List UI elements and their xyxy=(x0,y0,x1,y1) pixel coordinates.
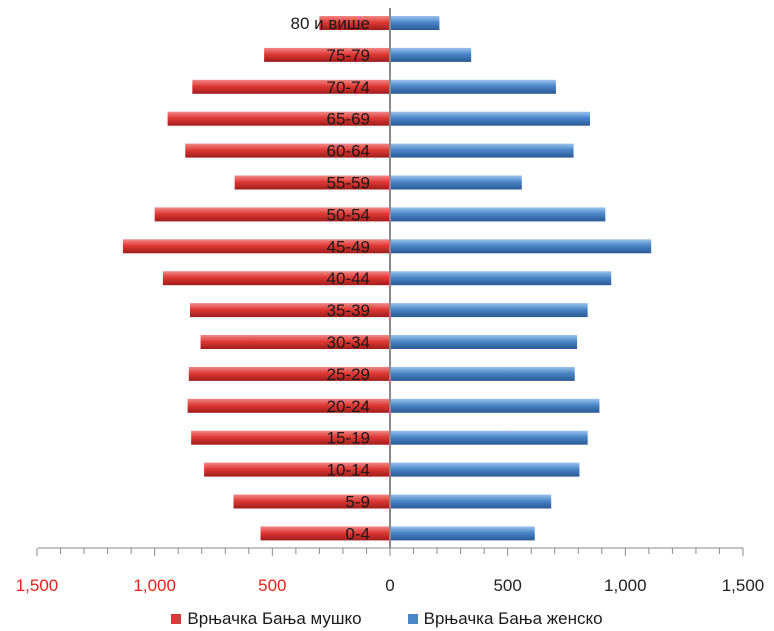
legend-item-female: Врњачка Бања женско xyxy=(407,608,603,629)
category-label: 75-79 xyxy=(327,46,370,65)
bar-female xyxy=(390,271,612,286)
category-label: 25-29 xyxy=(327,365,370,384)
bar-male xyxy=(192,79,390,94)
category-label: 10-14 xyxy=(327,461,370,480)
bar-female xyxy=(390,207,606,222)
category-label: 55-59 xyxy=(327,174,370,193)
bar-male xyxy=(122,239,390,254)
x-tick-label: 1,000 xyxy=(133,576,176,595)
legend-swatch-male xyxy=(171,613,182,624)
bar-female xyxy=(390,398,600,413)
legend: Врњачка Бања мушко Врњачка Бања женско xyxy=(0,606,774,631)
bar-male xyxy=(319,16,390,30)
x-tick-label: 1,500 xyxy=(722,576,765,595)
bar-male xyxy=(187,398,390,413)
category-label: 20-24 xyxy=(327,397,370,416)
bar-female xyxy=(390,526,535,541)
x-tick-label: 500 xyxy=(493,576,521,595)
category-label: 15-19 xyxy=(327,429,370,448)
bar-male xyxy=(167,111,390,126)
bar-male xyxy=(234,175,390,190)
bar-female xyxy=(390,366,575,381)
legend-label-male: Врњачка Бања мушко xyxy=(187,608,362,628)
bar-male xyxy=(200,335,390,349)
bar-female xyxy=(390,79,556,94)
bar-male xyxy=(185,143,390,158)
category-label: 80 и више xyxy=(291,14,370,33)
bar-male xyxy=(233,494,390,509)
x-axis: 1,500 1,000 500 0 500 1,000 1,500 xyxy=(16,8,765,595)
bar-male xyxy=(154,207,390,222)
bar-female xyxy=(390,430,588,445)
bar-female xyxy=(390,462,580,477)
category-label: 60-64 xyxy=(327,142,370,161)
bar-male xyxy=(264,47,390,62)
bar-male xyxy=(162,271,390,286)
category-label: 70-74 xyxy=(327,78,370,97)
bar-group xyxy=(122,16,652,541)
bar-female xyxy=(390,111,591,126)
category-label: 45-49 xyxy=(327,237,370,256)
bar-female xyxy=(390,303,588,318)
population-pyramid-chart: 80 и више 75-79 70-74 65-69 60-64 55-59 50-54 4… xyxy=(16,8,765,595)
bar-male xyxy=(188,366,390,381)
category-label: 65-69 xyxy=(327,110,370,129)
bar-female xyxy=(390,335,578,349)
category-label: 40-44 xyxy=(327,269,370,288)
x-tick-label: 1,000 xyxy=(604,576,647,595)
bar-male xyxy=(191,430,390,445)
bar-male xyxy=(189,303,390,318)
bar-female xyxy=(390,47,472,62)
legend-label-female: Врњачка Бања женско xyxy=(423,608,603,628)
bar-female xyxy=(390,239,652,254)
legend-item-male: Врњачка Бања мушко xyxy=(171,608,362,629)
category-label: 35-39 xyxy=(327,301,370,320)
x-tick-label: 0 xyxy=(385,576,394,595)
x-tick-label: 1,500 xyxy=(16,576,59,595)
legend-swatch-female xyxy=(407,613,418,624)
bar-male xyxy=(260,526,390,541)
category-label: 50-54 xyxy=(327,205,370,224)
category-label: 0-4 xyxy=(345,524,370,543)
x-tick-label: 500 xyxy=(258,576,286,595)
category-label-group: 80 и више 75-79 70-74 65-69 60-64 55-59 50-54 4… xyxy=(291,14,370,543)
bar-female xyxy=(390,143,574,158)
category-label: 5-9 xyxy=(345,493,370,512)
bar-male xyxy=(204,462,390,477)
bar-female xyxy=(390,494,552,509)
bar-female xyxy=(390,16,440,30)
category-label: 30-34 xyxy=(327,333,370,352)
bar-female xyxy=(390,175,522,190)
